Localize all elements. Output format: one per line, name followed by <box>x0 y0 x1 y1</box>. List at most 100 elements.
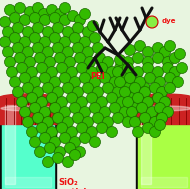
Circle shape <box>29 77 40 88</box>
Circle shape <box>127 77 139 88</box>
Circle shape <box>5 57 16 67</box>
Circle shape <box>52 22 63 33</box>
Circle shape <box>50 33 60 43</box>
Circle shape <box>40 36 51 47</box>
Circle shape <box>47 126 58 138</box>
Circle shape <box>26 126 37 138</box>
Circle shape <box>10 33 21 43</box>
Circle shape <box>97 63 108 74</box>
Circle shape <box>63 83 74 94</box>
Circle shape <box>56 63 67 74</box>
Circle shape <box>73 87 83 98</box>
Circle shape <box>89 136 101 147</box>
Circle shape <box>22 83 33 94</box>
Circle shape <box>82 116 93 128</box>
Circle shape <box>120 73 131 84</box>
Circle shape <box>35 146 45 157</box>
Circle shape <box>36 97 48 108</box>
Circle shape <box>102 83 113 94</box>
Circle shape <box>112 87 124 98</box>
Circle shape <box>86 92 97 104</box>
Circle shape <box>77 97 88 108</box>
Circle shape <box>89 33 101 43</box>
Circle shape <box>44 143 55 153</box>
Circle shape <box>132 126 143 138</box>
Circle shape <box>55 146 66 157</box>
Circle shape <box>43 156 54 167</box>
Bar <box>141 105 151 184</box>
Circle shape <box>150 83 161 94</box>
Bar <box>2 100 54 189</box>
Circle shape <box>13 43 24 53</box>
Circle shape <box>77 63 88 74</box>
Circle shape <box>74 146 86 157</box>
Circle shape <box>107 67 117 77</box>
Circle shape <box>154 77 165 88</box>
Circle shape <box>73 22 83 33</box>
Circle shape <box>124 73 135 84</box>
Circle shape <box>150 116 161 128</box>
Circle shape <box>47 92 58 104</box>
Bar <box>141 177 187 187</box>
Circle shape <box>154 119 165 130</box>
Circle shape <box>132 92 143 104</box>
Circle shape <box>0 36 10 47</box>
Circle shape <box>112 112 124 123</box>
Circle shape <box>70 149 81 160</box>
Circle shape <box>139 83 150 94</box>
Circle shape <box>25 6 36 18</box>
Circle shape <box>139 87 150 98</box>
Bar <box>135 98 190 124</box>
Circle shape <box>17 63 28 74</box>
Circle shape <box>73 43 83 53</box>
Circle shape <box>107 92 117 104</box>
Circle shape <box>86 67 97 77</box>
Circle shape <box>79 36 90 47</box>
Circle shape <box>29 136 40 147</box>
Circle shape <box>146 106 158 118</box>
Circle shape <box>66 67 78 77</box>
Circle shape <box>29 33 40 43</box>
Circle shape <box>64 143 75 153</box>
Circle shape <box>25 57 36 67</box>
Circle shape <box>136 102 147 114</box>
Circle shape <box>20 36 31 47</box>
Circle shape <box>59 15 70 26</box>
Circle shape <box>59 73 70 84</box>
Circle shape <box>79 132 90 143</box>
Circle shape <box>162 63 173 74</box>
Circle shape <box>79 106 90 118</box>
Circle shape <box>132 87 143 98</box>
Circle shape <box>66 92 78 104</box>
Circle shape <box>77 122 88 133</box>
Circle shape <box>22 26 33 37</box>
Circle shape <box>63 116 74 128</box>
Circle shape <box>36 122 48 133</box>
Circle shape <box>85 57 96 67</box>
Circle shape <box>135 97 146 108</box>
Circle shape <box>97 122 108 133</box>
Ellipse shape <box>135 94 190 102</box>
Circle shape <box>6 67 17 77</box>
Circle shape <box>135 40 146 51</box>
Circle shape <box>102 57 113 67</box>
Circle shape <box>47 67 58 77</box>
Circle shape <box>17 97 28 108</box>
Circle shape <box>63 156 74 167</box>
Text: nanoparticles: nanoparticles <box>32 188 97 189</box>
Circle shape <box>115 77 126 88</box>
Circle shape <box>177 63 188 74</box>
Circle shape <box>165 83 176 94</box>
Circle shape <box>123 57 134 67</box>
Circle shape <box>2 26 13 37</box>
Bar <box>0 98 56 189</box>
Circle shape <box>55 9 66 19</box>
Circle shape <box>165 73 176 84</box>
Ellipse shape <box>0 94 57 102</box>
Circle shape <box>63 46 74 57</box>
Circle shape <box>50 12 60 23</box>
Bar <box>0 98 57 124</box>
Circle shape <box>89 102 101 114</box>
Circle shape <box>169 67 180 77</box>
Circle shape <box>43 46 54 57</box>
